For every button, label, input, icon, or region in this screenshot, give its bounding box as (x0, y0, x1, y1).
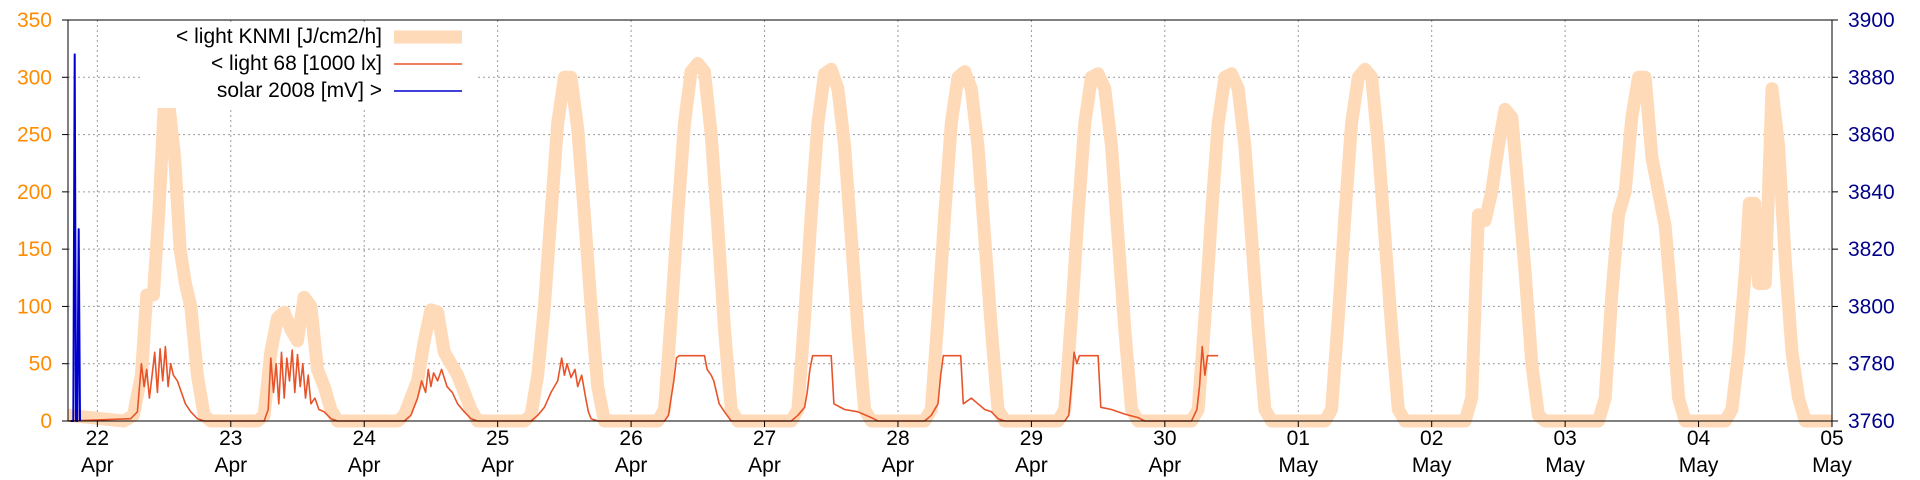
x-tick-month: Apr (748, 454, 781, 477)
y-left-tick-label: 300 (17, 66, 52, 89)
x-tick-month: Apr (481, 454, 514, 477)
x-tick-month: May (1679, 454, 1719, 477)
series-line-knmi (67, 57, 1832, 428)
series-line-lux68 (67, 345, 1219, 422)
x-tick-day: 23 (219, 427, 242, 450)
y-left-tick-label: 350 (17, 9, 52, 32)
x-tick-month: Apr (1148, 454, 1181, 477)
plot-area (67, 53, 1832, 428)
plot-frame (67, 19, 1833, 422)
legend-label: < light KNMI [J/cm2/h] (176, 25, 382, 48)
x-tick-month: May (1412, 454, 1452, 477)
x-tick-day: 02 (1420, 427, 1443, 450)
y-left-tick-label: 150 (17, 238, 52, 261)
x-tick-month: May (1812, 454, 1852, 477)
y-left-tick-label: 100 (17, 295, 52, 318)
y-right-tick-label: 3840 (1848, 181, 1895, 204)
x-tick-day: 25 (486, 427, 509, 450)
y-right-tick-label: 3820 (1848, 238, 1895, 261)
x-tick-day: 22 (86, 427, 109, 450)
x-tick-day: 05 (1820, 427, 1843, 450)
x-tick-month: Apr (1015, 454, 1048, 477)
x-tick-month: Apr (615, 454, 648, 477)
legend: < light KNMI [J/cm2/h] < light 68 [1000 l… (140, 22, 475, 108)
x-tick-month: May (1545, 454, 1585, 477)
x-tick-day: 24 (353, 427, 377, 450)
y-right-tick-label: 3860 (1848, 124, 1895, 147)
y-left-tick-label: 50 (29, 353, 52, 376)
legend-label: < light 68 [1000 lx] (211, 52, 382, 75)
x-tick-day: 03 (1553, 427, 1576, 450)
y-right-tick-label: 3880 (1848, 66, 1895, 89)
legend-label: solar 2008 [mV] > (217, 79, 382, 102)
y-left-tick-label: 0 (40, 410, 52, 433)
x-tick-day: 04 (1687, 427, 1711, 450)
y-left-tick-label: 200 (17, 181, 52, 204)
y-right-tick-label: 3900 (1848, 9, 1895, 32)
x-tick-month: Apr (882, 454, 915, 477)
x-tick-day: 28 (886, 427, 909, 450)
x-tick-day: 01 (1287, 427, 1310, 450)
x-tick-month: Apr (348, 454, 381, 477)
y-right-tick-label: 3760 (1848, 410, 1895, 433)
x-tick-month: May (1278, 454, 1318, 477)
series-line-solar (70, 53, 81, 422)
y-left-tick-label: 250 (17, 124, 52, 147)
x-tick-day: 26 (619, 427, 642, 450)
y-right-tick-label: 3780 (1848, 353, 1895, 376)
x-tick-day: 29 (1020, 427, 1043, 450)
x-tick-day: 27 (753, 427, 776, 450)
x-tick-month: Apr (214, 454, 247, 477)
x-tick-month: Apr (81, 454, 114, 477)
x-tick-day: 30 (1153, 427, 1176, 450)
y-right-tick-label: 3800 (1848, 295, 1895, 318)
axes: 0 3760 50 3780 100 3800 150 3820 200 3840 250 3860 3… (17, 9, 1895, 477)
